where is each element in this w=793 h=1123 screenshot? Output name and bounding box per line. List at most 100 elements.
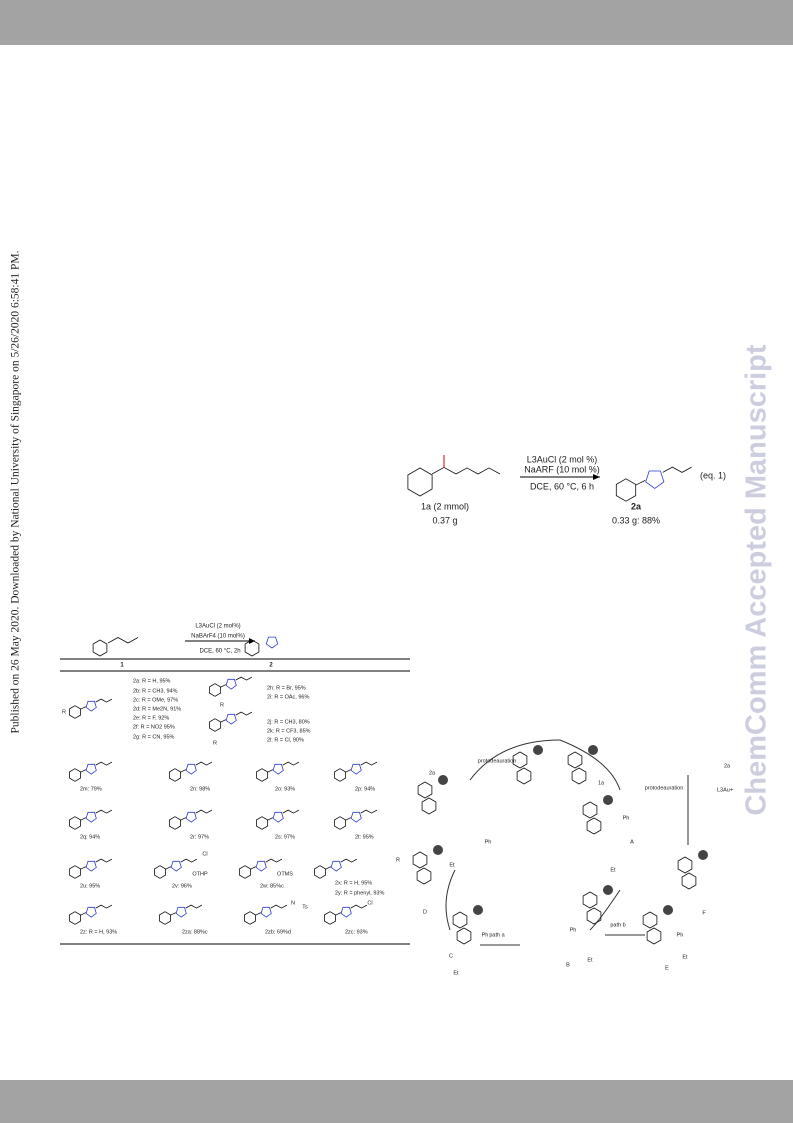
label: L3AuCl (2 mol %) [527, 454, 598, 464]
entry-label: 2a: R = H, 95% [133, 678, 171, 684]
entry-label: 2za: 88%c [182, 929, 208, 935]
ring [69, 816, 81, 830]
bond [180, 817, 186, 821]
furan [340, 906, 352, 918]
entry-label: 2s: 97% [275, 834, 295, 840]
bond [80, 769, 86, 773]
bond [180, 769, 186, 773]
furan [85, 763, 97, 775]
label: 2a [631, 501, 642, 511]
bond [80, 817, 86, 821]
cycle-label: 2a [724, 763, 731, 769]
chain [95, 904, 113, 909]
entry-label: 2u: 95% [80, 883, 100, 889]
cycle-label: path a [489, 932, 505, 938]
bond [335, 912, 341, 916]
entry-label: 2e: R = F, 92% [133, 715, 169, 721]
ring [586, 907, 602, 925]
furan [185, 763, 197, 775]
entry-label: 2k: R = CF3, 85% [267, 728, 311, 734]
cycle-label: L3Au+ [717, 787, 733, 793]
ring [456, 927, 472, 945]
furan [645, 470, 665, 489]
furan [175, 906, 187, 918]
entry-label: 2c: R = OMe, 97% [133, 697, 178, 703]
ligand-ball [438, 775, 448, 785]
label: L3AuCl (2 mol%) [195, 624, 240, 630]
entry-label: 2o: 93% [275, 786, 295, 792]
entry-label: 2zc: 93% [345, 929, 368, 935]
cycle-label: E [665, 965, 669, 971]
ring [209, 683, 221, 697]
bond [635, 480, 646, 486]
ring [244, 639, 260, 657]
substituent: Cl [367, 900, 372, 906]
ring [646, 927, 662, 945]
ring [412, 851, 428, 869]
furan [225, 713, 237, 725]
entry-label: 2d: R = Me2N, 91% [133, 706, 181, 712]
chain [270, 904, 288, 909]
chain [431, 466, 457, 475]
ring [421, 797, 437, 815]
label: 2 [269, 663, 273, 669]
entry-label: 2l: R = Cl, 90% [267, 737, 304, 743]
ring [582, 801, 598, 819]
bond [165, 866, 171, 870]
ligand-ball [698, 850, 708, 860]
ring [334, 768, 346, 782]
furan [85, 906, 97, 918]
entry-label: 2i: R = OAc, 96% [267, 694, 309, 700]
cycle-label: C [449, 953, 453, 959]
cycle-label: Et [587, 957, 593, 963]
substituent: R [220, 702, 224, 708]
ring [69, 768, 81, 782]
furan [272, 811, 284, 823]
ring [169, 768, 181, 782]
furan [85, 811, 97, 823]
cycle-label: Ph [482, 932, 489, 938]
ring [582, 891, 598, 909]
cycle-label: 2a [429, 770, 436, 776]
ring [69, 911, 81, 925]
ring [615, 478, 637, 502]
furan [85, 700, 97, 712]
label: 0.37 g [432, 515, 457, 525]
cycle-arrow [559, 739, 621, 791]
chain [265, 858, 283, 863]
ligand-ball [473, 905, 483, 915]
ligand-ball [603, 795, 613, 805]
furan [225, 678, 237, 690]
furan [350, 811, 362, 823]
label: 0.33 g: 88% [612, 515, 660, 525]
cycle-label: Ph [623, 815, 630, 821]
chain [185, 904, 203, 909]
ring [256, 816, 268, 830]
substituent: Ts [302, 904, 308, 910]
ring [681, 872, 697, 890]
substituent: Cl [202, 851, 207, 857]
entry-label: 2z: R = H, 93% [80, 929, 117, 935]
entry-label: 2p: 94% [355, 786, 375, 792]
footer-bar [0, 1080, 793, 1123]
entry-label: 2v: 96% [172, 883, 192, 889]
furan [330, 860, 342, 872]
entry-label: 2w: 85%c [260, 883, 284, 889]
ring [92, 639, 108, 657]
chain [662, 466, 692, 473]
bond [170, 912, 176, 916]
ring [154, 865, 166, 879]
chain [195, 761, 213, 766]
side-note: Published on 26 May 2020. Downloaded by … [10, 250, 22, 733]
cycle-label: path b [610, 922, 625, 928]
chain [180, 858, 198, 863]
cycle-label: Ph [485, 839, 492, 845]
chain [455, 467, 501, 475]
ring [642, 911, 658, 929]
cycle-label: Et [682, 954, 688, 960]
chain [235, 676, 253, 681]
label: (eq. 1) [700, 470, 726, 480]
chain [360, 761, 378, 766]
chain [340, 858, 358, 863]
